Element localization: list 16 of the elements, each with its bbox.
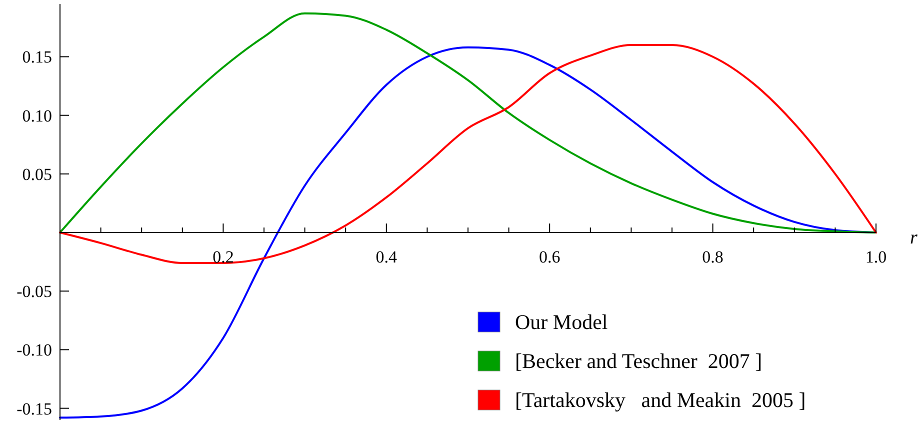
x-tick-label: 0.2 — [212, 248, 234, 267]
legend-label: [Tartakovsky and Meakin 2005 ] — [515, 388, 806, 412]
x-tick-label: 0.4 — [376, 248, 398, 267]
y-tick-label: -0.10 — [16, 340, 52, 360]
y-tick-label: -0.05 — [16, 282, 52, 302]
x-tick-label: 1.0 — [865, 248, 887, 267]
y-tick-label: 0.10 — [22, 106, 52, 126]
legend-label: [Becker and Teschner 2007 ] — [515, 349, 762, 373]
y-tick-label: 0.15 — [22, 48, 52, 67]
y-tick-label: 0.05 — [22, 164, 52, 184]
x-axis-title: r — [910, 228, 918, 249]
x-tick-label: 0.8 — [702, 248, 724, 267]
x-tick-label: 0.6 — [538, 248, 560, 267]
legend-label: Our Model — [515, 310, 608, 334]
y-tick-label: -0.15 — [16, 399, 52, 418]
line-series — [59, 12, 877, 234]
